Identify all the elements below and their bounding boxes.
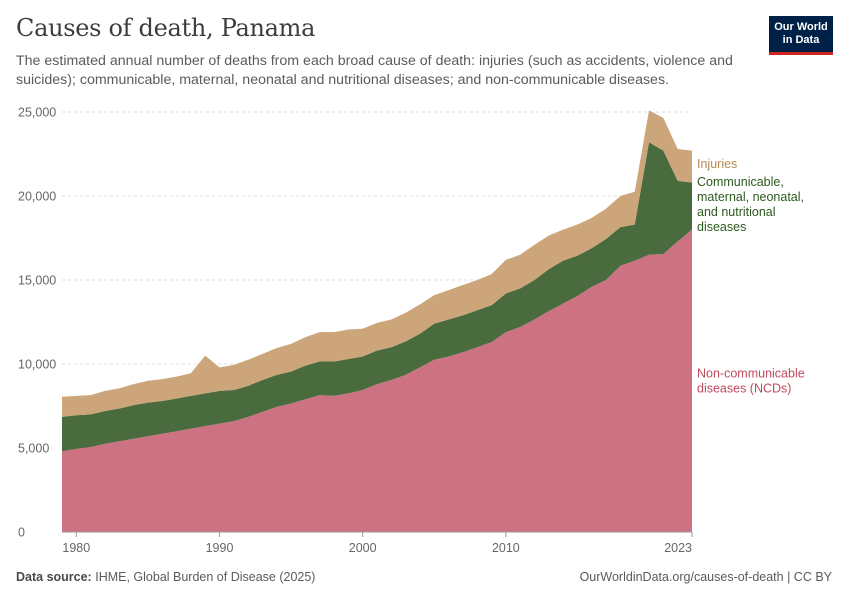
x-tick-label: 2023 <box>664 541 692 555</box>
y-tick-label: 5,000 <box>18 442 49 456</box>
x-tick-label: 1980 <box>62 541 90 555</box>
axes: 0 5,000 10,000 15,000 20,000 25,000 1980 1990 20… <box>18 106 693 555</box>
y-tick-label: 0 <box>18 526 25 540</box>
areas[interactable] <box>62 110 692 532</box>
area-series-0[interactable] <box>62 229 692 532</box>
series-label-line: Injuries <box>697 157 737 171</box>
data-source: Data source: IHME, Global Burden of Dise… <box>16 570 315 584</box>
x-tick-label: 1990 <box>206 541 234 555</box>
logo-line-2: in Data <box>782 34 820 46</box>
y-tick-label: 25,000 <box>18 106 56 120</box>
series-label-1[interactable]: Communicable, maternal, neonatal, and nutr… <box>697 175 804 234</box>
series-labels[interactable]: Non-communicable diseases (NCDs) Communica… <box>697 157 805 395</box>
owid-logo[interactable]: Our World in Data <box>769 16 833 55</box>
series-label-0[interactable]: Non-communicable diseases (NCDs) <box>697 366 805 395</box>
logo-line-1: Our World <box>774 21 828 33</box>
area-series-1[interactable] <box>62 142 692 452</box>
chart-subtitle: The estimated annual number of deaths fr… <box>16 53 733 88</box>
data-source-text[interactable]: IHME, Global Burden of Disease (2025) <box>95 570 316 584</box>
x-tick-label: 2010 <box>492 541 520 555</box>
series-label-2[interactable]: Injuries <box>697 157 737 171</box>
series-label-line: diseases (NCDs) <box>697 381 791 395</box>
data-source-label: Data source: <box>16 570 92 584</box>
series-label-line: Communicable, <box>697 175 784 189</box>
series-label-line: and nutritional <box>697 205 776 219</box>
x-tick-label: 2000 <box>349 541 377 555</box>
chart-title: Causes of death, Panama <box>16 14 316 42</box>
source-url[interactable]: OurWorldinData.org/causes-of-death | CC … <box>579 570 832 584</box>
y-tick-label: 20,000 <box>18 190 56 204</box>
series-label-line: Non-communicable <box>697 366 805 380</box>
series-label-line: diseases <box>697 220 746 234</box>
y-tick-label: 15,000 <box>18 274 56 288</box>
series-label-line: maternal, neonatal, <box>697 190 804 204</box>
y-tick-label: 10,000 <box>18 358 56 372</box>
